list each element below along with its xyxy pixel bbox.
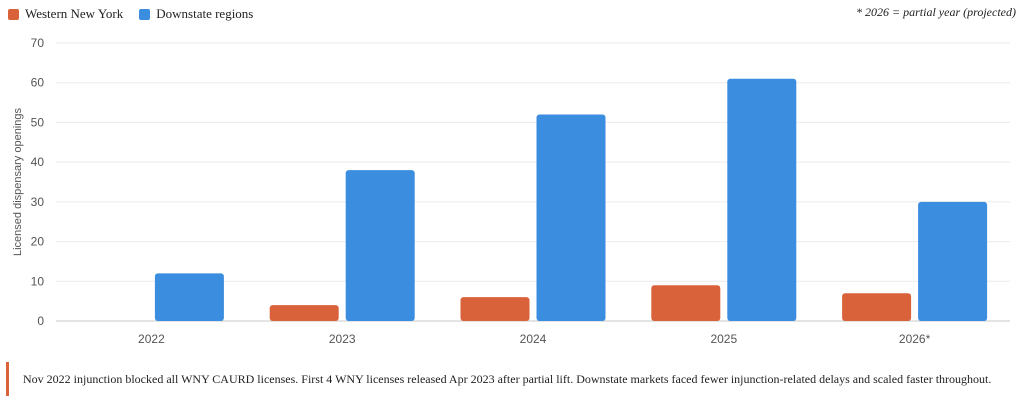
x-tick-label: 2026* <box>899 332 931 346</box>
bar-wny <box>460 297 530 321</box>
bar-wny <box>269 305 339 321</box>
y-tick-label: 40 <box>31 155 45 169</box>
y-tick-label: 50 <box>31 115 45 129</box>
y-tick-label: 10 <box>31 274 45 288</box>
y-tick-label: 0 <box>37 314 44 328</box>
y-axis-title: Licensed dispensary openings <box>12 108 24 256</box>
bar-downstate <box>536 114 606 321</box>
bar-downstate <box>918 201 988 321</box>
y-tick-label: 60 <box>31 76 45 90</box>
bar-downstate <box>345 170 415 321</box>
chart-legend: Western New York Downstate regions <box>8 4 269 24</box>
y-tick-label: 70 <box>31 36 45 50</box>
partial-year-note: * 2026 = partial year (projected) <box>856 5 1016 19</box>
legend-item-downstate: Downstate regions <box>139 6 253 22</box>
legend-swatch-wny <box>8 8 19 20</box>
bar-downstate <box>154 273 224 321</box>
x-tick-label: 2023 <box>329 332 356 346</box>
legend-item-wny: Western New York <box>8 6 123 22</box>
x-tick-label: 2025 <box>710 332 737 346</box>
legend-label-downstate: Downstate regions <box>156 6 254 21</box>
y-tick-label: 30 <box>31 195 45 209</box>
legend-swatch-downstate <box>139 8 151 20</box>
footnote: Nov 2022 injunction blocked all WNY CAUR… <box>6 362 991 396</box>
x-tick-label: 2024 <box>520 332 547 346</box>
bar-wny <box>651 285 721 321</box>
bar-wny <box>842 293 912 321</box>
footnote-text: Nov 2022 injunction blocked all WNY CAUR… <box>23 371 992 386</box>
x-tick-label: 2022 <box>138 332 165 346</box>
legend-label-wny: Western New York <box>25 6 124 21</box>
y-tick-label: 20 <box>31 235 45 249</box>
bar-chart: 0 10 20 30 40 50 60 70 Licensed dispensary openi… <box>12 36 1010 346</box>
bar-downstate <box>727 78 797 321</box>
